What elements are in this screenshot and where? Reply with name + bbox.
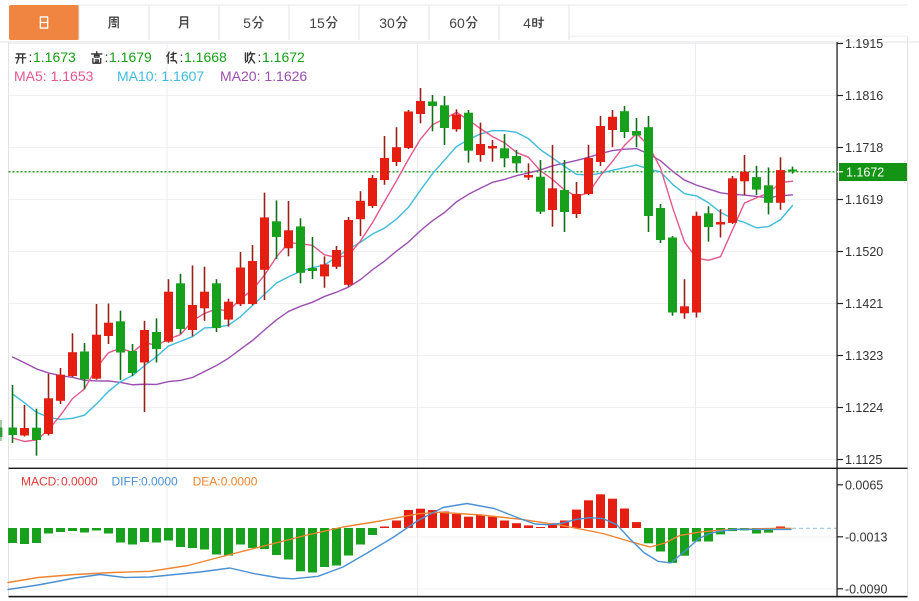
- svg-text:15: 15: [309, 15, 325, 31]
- svg-text::: :: [180, 49, 184, 65]
- svg-text:1.1679: 1.1679: [109, 49, 152, 65]
- svg-text:-0.0013: -0.0013: [845, 530, 887, 544]
- svg-text:1.1421: 1.1421: [845, 297, 883, 311]
- svg-text:MACD:: MACD:: [21, 475, 60, 489]
- svg-text:DIFF:: DIFF:: [112, 475, 142, 489]
- svg-text:1.1816: 1.1816: [845, 89, 883, 103]
- svg-text:1.1915: 1.1915: [845, 37, 883, 51]
- svg-text:4: 4: [523, 15, 531, 31]
- svg-text:0.0000: 0.0000: [221, 475, 258, 489]
- svg-text:MA5: 1.1653: MA5: 1.1653: [14, 68, 94, 84]
- svg-text:0.0065: 0.0065: [845, 478, 883, 492]
- svg-text:1.1125: 1.1125: [845, 453, 882, 467]
- svg-text:1.1520: 1.1520: [845, 245, 883, 259]
- svg-text:1.1672: 1.1672: [846, 166, 884, 180]
- svg-text:5: 5: [243, 15, 251, 31]
- svg-text:1.1619: 1.1619: [845, 193, 883, 207]
- svg-text:30: 30: [379, 15, 395, 31]
- svg-text:MA10: 1.1607: MA10: 1.1607: [117, 68, 204, 84]
- svg-text:-0.0090: -0.0090: [845, 582, 887, 596]
- svg-text::: :: [29, 49, 33, 65]
- svg-text:1.1668: 1.1668: [184, 49, 227, 65]
- svg-text:60: 60: [449, 15, 465, 31]
- svg-text:1.1672: 1.1672: [262, 49, 305, 65]
- svg-text:DEA:: DEA:: [193, 475, 221, 489]
- svg-text:1.1673: 1.1673: [33, 49, 76, 65]
- svg-text:1.1224: 1.1224: [845, 401, 883, 415]
- svg-text:1.1323: 1.1323: [845, 349, 883, 363]
- svg-text:0.0000: 0.0000: [141, 475, 178, 489]
- svg-text::: :: [105, 49, 109, 65]
- svg-text:MA20: 1.1626: MA20: 1.1626: [220, 68, 307, 84]
- svg-text:1.1718: 1.1718: [845, 141, 883, 155]
- svg-text:0.0000: 0.0000: [61, 475, 98, 489]
- svg-text::: :: [258, 49, 262, 65]
